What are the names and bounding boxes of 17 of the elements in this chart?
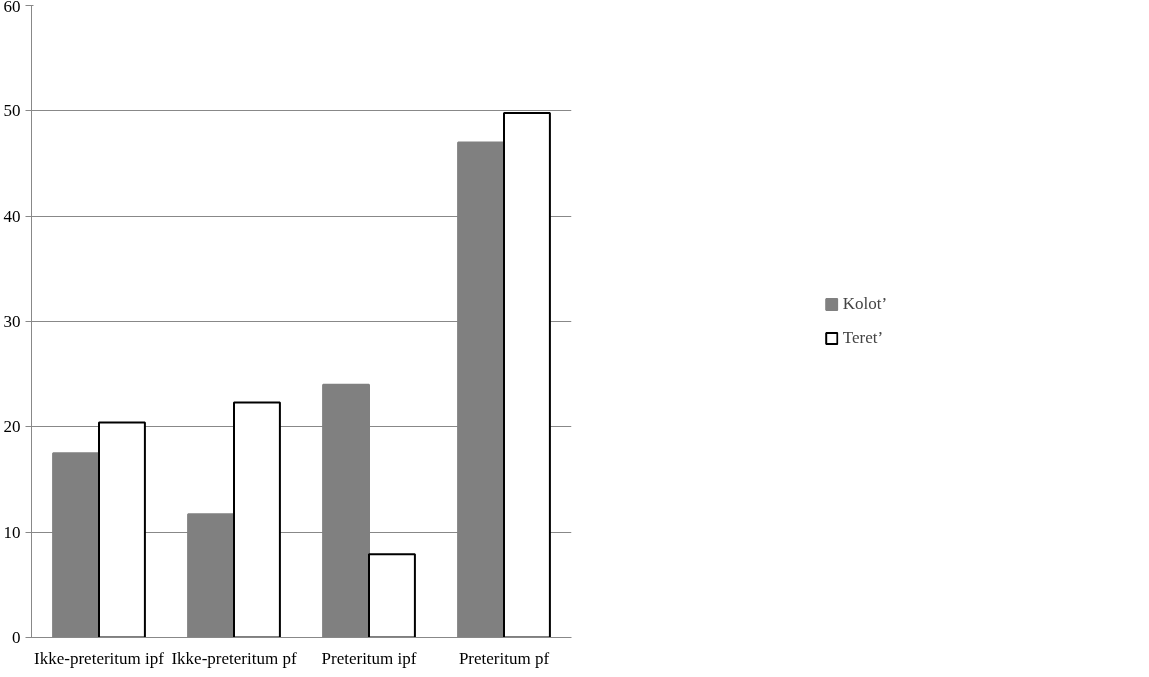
bar	[233, 401, 281, 638]
x-tick-label: Ikke-preteritum ipf	[34, 648, 165, 668]
legend-label: Kolot’	[842, 294, 888, 314]
y-tick-label: 0	[12, 628, 21, 647]
legend-label: Teret’	[842, 328, 884, 348]
bar	[98, 421, 146, 638]
x-tick-label: Preteritum pf	[458, 648, 550, 668]
y-tick-label: 40	[3, 206, 21, 226]
bar	[503, 111, 551, 638]
y-tick-label: 50	[3, 101, 21, 121]
x-tick-label: Ikke-preteritum pf	[171, 648, 297, 668]
y-tick-label: 10	[3, 522, 21, 542]
x-tick-label: Preteritum ipf	[321, 648, 417, 668]
y-tick-label: 30	[3, 312, 21, 331]
y-tick-label: 60	[3, 0, 21, 16]
y-tick-label: 20	[3, 417, 21, 437]
bar	[368, 553, 416, 638]
